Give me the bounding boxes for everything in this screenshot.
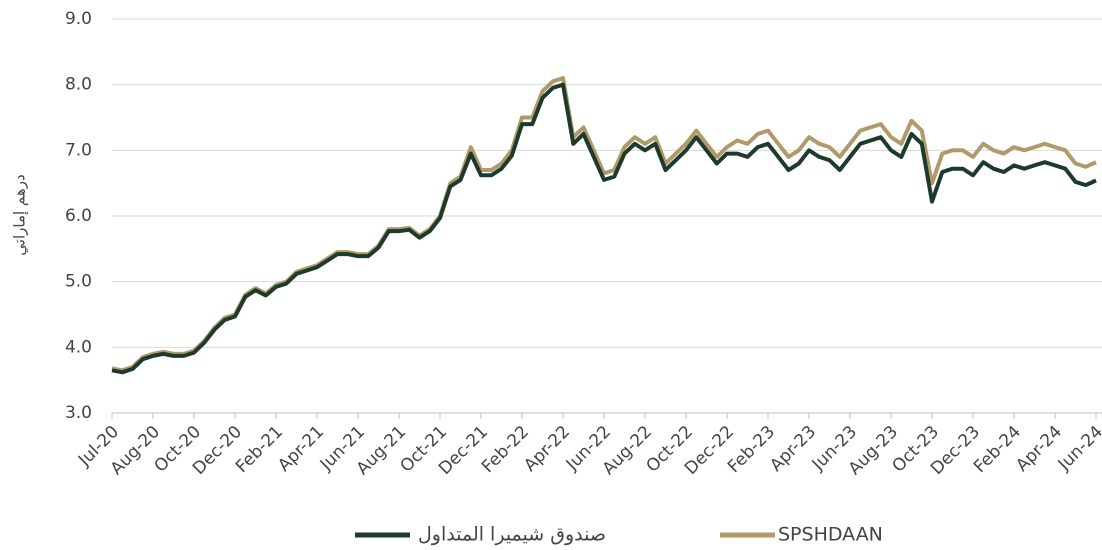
legend-label: SPSHDAAN [778,524,883,546]
x-tick-label: Feb-22 [478,422,533,477]
y-tick-label: 9.0 [65,9,92,29]
x-tick-label: Feb-24 [970,422,1025,477]
x-tick-label: Jun-24 [1054,422,1102,475]
x-tick-label: Feb-23 [724,422,779,477]
y-tick-label: 8.0 [65,75,92,95]
y-axis-label: درهم إماراتي [11,174,30,255]
y-tick-label: 6.0 [65,206,92,226]
x-tick-label: Apr-21 [274,422,328,476]
series-line [111,82,1097,375]
x-tick-label: Apr-22 [520,422,574,476]
x-tick-label: Feb-21 [232,422,287,477]
legend-label: صندوق شيميرا المتداول [418,524,606,546]
series-line [111,76,1097,373]
y-tick-label: 5.0 [65,272,92,292]
y-tick-label: 4.0 [65,337,92,357]
y-tick-label: 7.0 [65,140,92,160]
y-tick-label: 3.0 [65,403,92,423]
x-tick-label: Apr-23 [766,422,820,476]
x-tick-label: Apr-24 [1012,422,1066,476]
